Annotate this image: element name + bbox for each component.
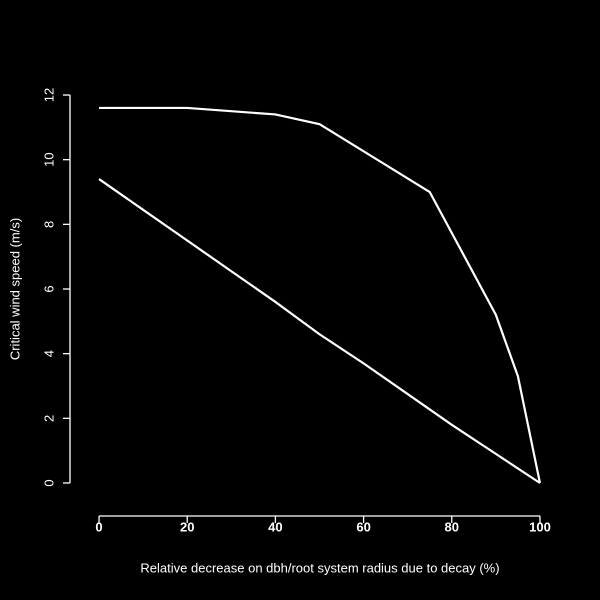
y-tick-label: 4 — [41, 350, 56, 357]
x-tick-label: 100 — [529, 519, 551, 534]
data-line — [99, 106, 542, 484]
y-tick-label: 0 — [41, 479, 56, 486]
y-tick-label: 6 — [41, 285, 56, 292]
data-line — [98, 178, 541, 484]
x-tick-label: 20 — [180, 519, 194, 534]
x-axis-title: Relative decrease on dbh/root system rad… — [140, 560, 499, 575]
y-tick-label: 12 — [41, 88, 56, 102]
x-tick-label: 80 — [445, 519, 459, 534]
x-tick-label: 0 — [95, 519, 102, 534]
x-tick-label: 40 — [268, 519, 282, 534]
y-tick-label: 8 — [41, 221, 56, 228]
y-tick-label: 2 — [41, 415, 56, 422]
x-tick-label: 60 — [356, 519, 370, 534]
y-axis-title: Critical wind speed (m/s) — [7, 218, 22, 360]
y-tick-label: 10 — [41, 152, 56, 166]
